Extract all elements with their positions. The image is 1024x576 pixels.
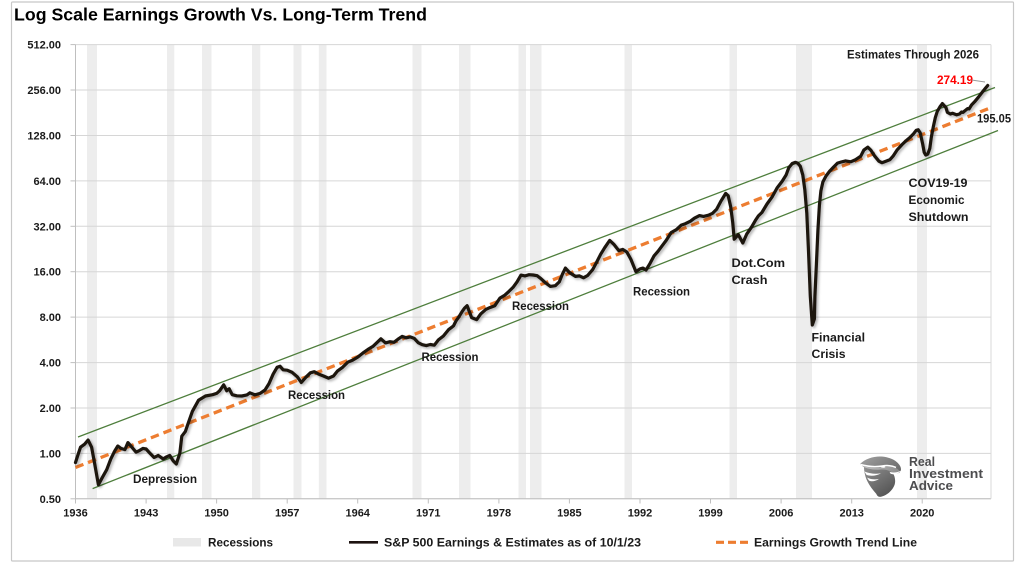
svg-text:Advice: Advice	[909, 479, 953, 493]
svg-text:Shutdown: Shutdown	[909, 210, 969, 224]
svg-text:Economic: Economic	[909, 193, 965, 207]
svg-text:COV19-19: COV19-19	[909, 176, 968, 190]
svg-text:1999: 1999	[698, 508, 722, 520]
svg-text:4.00: 4.00	[40, 358, 61, 370]
svg-text:Recessions: Recessions	[208, 536, 273, 550]
svg-text:1957: 1957	[275, 508, 299, 520]
svg-text:1936: 1936	[63, 508, 87, 520]
svg-text:195.05: 195.05	[977, 112, 1011, 126]
svg-text:16.00: 16.00	[33, 267, 61, 279]
svg-text:1.00: 1.00	[40, 448, 61, 460]
svg-text:Financial: Financial	[812, 331, 866, 345]
svg-text:2020: 2020	[910, 508, 934, 520]
svg-text:Crash: Crash	[732, 273, 768, 287]
svg-text:128.00: 128.00	[27, 131, 61, 143]
svg-text:Dot.Com: Dot.Com	[732, 256, 786, 270]
svg-text:Recession: Recession	[288, 388, 345, 402]
svg-text:1985: 1985	[557, 508, 581, 520]
svg-text:Depression: Depression	[133, 472, 197, 486]
svg-text:512.00: 512.00	[27, 40, 61, 52]
svg-text:274.19: 274.19	[937, 73, 973, 87]
svg-text:1964: 1964	[345, 508, 370, 520]
svg-text:Estimates Through 2026: Estimates Through 2026	[847, 48, 979, 62]
svg-text:Recession: Recession	[422, 350, 479, 364]
svg-text:Earnings Growth Trend Line: Earnings Growth Trend Line	[754, 536, 917, 550]
svg-text:Recession: Recession	[633, 285, 690, 299]
svg-text:2006: 2006	[769, 508, 793, 520]
svg-text:Crisis: Crisis	[812, 347, 846, 361]
svg-text:Real: Real	[909, 455, 935, 469]
svg-text:64.00: 64.00	[33, 176, 61, 188]
svg-text:1978: 1978	[487, 508, 511, 520]
svg-text:S&P 500 Earnings & Estimates a: S&P 500 Earnings & Estimates as of 10/1/…	[384, 536, 641, 550]
svg-text:2.00: 2.00	[40, 403, 61, 415]
svg-text:32.00: 32.00	[33, 221, 61, 233]
svg-text:Investment: Investment	[909, 467, 984, 481]
svg-text:Log Scale Earnings Growth Vs.: Log Scale Earnings Growth Vs. Long-Term …	[14, 5, 427, 25]
svg-text:1971: 1971	[416, 508, 440, 520]
svg-text:256.00: 256.00	[27, 85, 61, 97]
svg-text:Recession: Recession	[512, 299, 569, 313]
svg-text:8.00: 8.00	[40, 312, 61, 324]
svg-text:1950: 1950	[204, 508, 228, 520]
svg-text:2013: 2013	[839, 508, 863, 520]
svg-text:0.50: 0.50	[40, 494, 61, 506]
svg-text:1943: 1943	[134, 508, 158, 520]
svg-text:1992: 1992	[628, 508, 652, 520]
